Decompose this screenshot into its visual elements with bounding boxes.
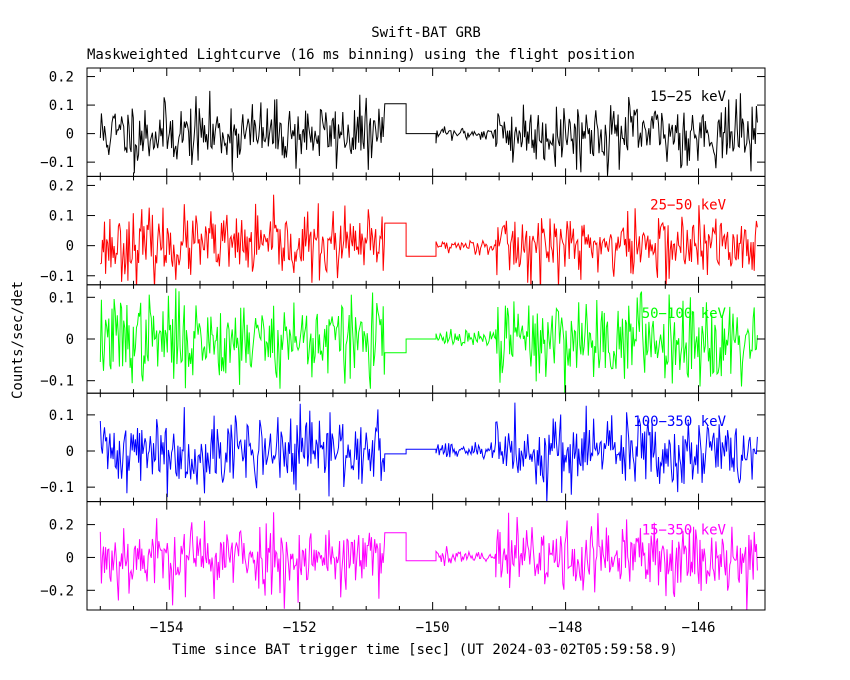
y-tick-label: 0 — [66, 444, 74, 460]
panel-1: −0.1 0 0.1 0.2 15−25 keV — [40, 67, 766, 177]
y-tick-label: 0.1 — [49, 209, 74, 225]
chart-subtitle: Maskweighted Lightcurve (16 ms binning) … — [87, 47, 635, 63]
y-tick-label: −0.2 — [40, 583, 74, 599]
x-tick-label: −150 — [416, 620, 450, 636]
series-label: 50−100 keV — [642, 306, 727, 322]
y-tick-label: 0.2 — [49, 178, 74, 194]
y-tick-label: −0.1 — [40, 155, 74, 171]
y-tick-label: 0.1 — [49, 98, 74, 114]
series-line — [99, 90, 758, 176]
y-axis-label: Counts/sec/det — [10, 281, 26, 399]
y-tick-label: −0.1 — [40, 480, 74, 496]
panel-frame — [86, 501, 766, 611]
x-tick-label: −148 — [549, 620, 583, 636]
x-axis-label: Time since BAT trigger time [sec] (UT 20… — [172, 642, 678, 658]
panel-5: −0.2 0 0.2 15−350 keV — [40, 501, 766, 611]
panel-3: −0.1 0 0.1 50−100 keV — [40, 284, 766, 394]
y-tick-label: 0 — [66, 127, 74, 143]
series-line — [99, 194, 758, 285]
series-label: 25−50 keV — [650, 197, 726, 213]
series-line — [99, 288, 758, 394]
x-tick-label: −146 — [682, 620, 716, 636]
y-tick-label: 0 — [66, 239, 74, 255]
y-tick-label: 0 — [66, 550, 74, 566]
y-tick-label: 0.1 — [49, 408, 74, 424]
series-label: 15−25 keV — [650, 89, 726, 105]
panels: −0.1 0 0.1 0.2 15−25 keV −0.1 0 0.1 0.2 25−50 keV… — [40, 67, 766, 636]
x-tick-label: −154 — [150, 620, 184, 636]
panel-2: −0.1 0 0.1 0.2 25−50 keV — [40, 175, 766, 286]
y-tick-label: −0.1 — [40, 374, 74, 390]
series-label: 15−350 keV — [642, 523, 727, 539]
y-tick-label: 0 — [66, 332, 74, 348]
y-tick-label: 0.2 — [49, 70, 74, 86]
chart-title: Swift-BAT GRB — [371, 25, 481, 41]
series-label: 100−350 keV — [633, 414, 726, 430]
x-tick-label: −152 — [283, 620, 317, 636]
series-line — [99, 512, 758, 611]
series-line — [99, 402, 758, 502]
y-tick-label: 0.1 — [49, 290, 74, 306]
y-tick-label: 0.2 — [49, 518, 74, 534]
panel-4: −0.1 0 0.1 100−350 keV — [40, 392, 766, 503]
y-tick-label: −0.1 — [40, 269, 74, 285]
